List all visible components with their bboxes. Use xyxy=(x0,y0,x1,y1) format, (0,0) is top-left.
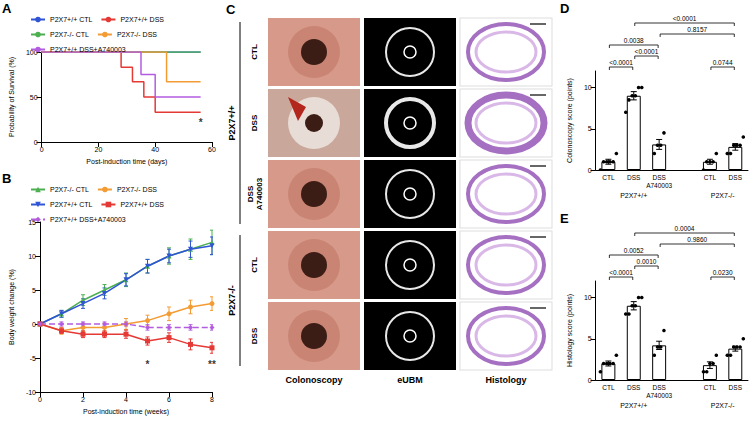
svg-text:15: 15 xyxy=(28,218,36,226)
svg-text:0: 0 xyxy=(38,396,42,403)
svg-text:0.0230: 0.0230 xyxy=(713,269,733,276)
svg-text:P2X7+/+: P2X7+/+ xyxy=(227,105,237,140)
svg-text:10: 10 xyxy=(584,294,592,301)
svg-text:P2X7+/+ CTL: P2X7+/+ CTL xyxy=(50,201,93,208)
svg-text:P2X7-/- DSS: P2X7-/- DSS xyxy=(117,186,157,193)
svg-text:P2X7-/- CTL: P2X7-/- CTL xyxy=(50,186,89,193)
svg-text:DSS: DSS xyxy=(250,327,259,344)
svg-text:10: 10 xyxy=(28,253,36,260)
svg-text:P2X7+/+: P2X7+/+ xyxy=(620,192,647,199)
svg-text:A: A xyxy=(2,1,12,16)
svg-text:*: * xyxy=(146,359,150,370)
svg-text:P2X7+/+: P2X7+/+ xyxy=(620,402,647,409)
svg-text:CTL: CTL xyxy=(250,44,259,60)
svg-text:A740003: A740003 xyxy=(646,392,672,399)
svg-text:<0.0001: <0.0001 xyxy=(673,15,697,22)
svg-text:0: 0 xyxy=(40,146,44,153)
svg-text:5: 5 xyxy=(32,287,36,294)
svg-text:10: 10 xyxy=(584,84,592,91)
svg-text:Probability of Survival (%): Probability of Survival (%) xyxy=(8,57,16,137)
svg-text:0: 0 xyxy=(588,167,592,174)
svg-text:0.8157: 0.8157 xyxy=(687,26,707,33)
svg-text:0: 0 xyxy=(32,321,36,328)
svg-text:B: B xyxy=(2,171,11,186)
svg-text:2: 2 xyxy=(81,396,85,403)
svg-text:DSS: DSS xyxy=(652,384,666,391)
svg-text:DSS: DSS xyxy=(652,174,666,181)
svg-text:0.0052: 0.0052 xyxy=(624,247,644,254)
svg-text:Post-induction time (days): Post-induction time (days) xyxy=(86,158,167,166)
svg-text:CTL: CTL xyxy=(602,384,615,391)
svg-text:5: 5 xyxy=(588,335,592,342)
svg-text:Body weight change (%): Body weight change (%) xyxy=(8,269,16,345)
svg-text:6: 6 xyxy=(167,396,171,403)
svg-text:50: 50 xyxy=(30,94,38,101)
svg-text:P2X7-/-: P2X7-/- xyxy=(711,402,735,409)
svg-text:0.0010: 0.0010 xyxy=(637,258,657,265)
svg-text:CTL: CTL xyxy=(704,174,717,181)
svg-text:P2X7+/+ DSS: P2X7+/+ DSS xyxy=(120,16,164,23)
svg-text:Colonoscopy: Colonoscopy xyxy=(285,375,342,385)
svg-text:**: ** xyxy=(208,359,216,370)
svg-text:<0.0001: <0.0001 xyxy=(609,59,633,66)
svg-text:0.9860: 0.9860 xyxy=(687,236,707,243)
svg-text:P2X7+/+ CTL: P2X7+/+ CTL xyxy=(50,16,93,23)
svg-text:<0.0001: <0.0001 xyxy=(635,48,659,55)
svg-text:P2X7+/+ DSS+A740003: P2X7+/+ DSS+A740003 xyxy=(50,46,126,53)
svg-text:DSS: DSS xyxy=(627,384,641,391)
svg-text:20: 20 xyxy=(94,146,102,153)
svg-text:0.0038: 0.0038 xyxy=(624,37,644,44)
svg-text:-5: -5 xyxy=(30,355,36,362)
svg-text:60: 60 xyxy=(208,146,216,153)
svg-text:5: 5 xyxy=(588,125,592,132)
svg-text:Histology: Histology xyxy=(485,375,526,385)
svg-text:DSSA740003: DSSA740003 xyxy=(246,177,264,210)
svg-text:eUBM: eUBM xyxy=(397,375,423,385)
svg-text:0: 0 xyxy=(34,139,38,146)
svg-text:4: 4 xyxy=(124,396,128,403)
svg-text:P2X7+/+ DSS: P2X7+/+ DSS xyxy=(120,201,164,208)
svg-text:0.0744: 0.0744 xyxy=(713,59,733,66)
svg-text:CTL: CTL xyxy=(704,384,717,391)
svg-text:P2X7+/+ DSS+A740003: P2X7+/+ DSS+A740003 xyxy=(50,216,126,223)
svg-text:P2X7-/- DSS: P2X7-/- DSS xyxy=(117,31,157,38)
svg-text:DSS: DSS xyxy=(729,174,743,181)
svg-text:0.0004: 0.0004 xyxy=(675,225,695,232)
svg-text:0: 0 xyxy=(588,377,592,384)
svg-text:8: 8 xyxy=(210,396,214,403)
svg-text:P2X7-/- CTL: P2X7-/- CTL xyxy=(50,31,89,38)
svg-text:CTL: CTL xyxy=(602,174,615,181)
svg-text:<0.0001: <0.0001 xyxy=(609,269,633,276)
svg-text:Colonoscopy score (points): Colonoscopy score (points) xyxy=(566,78,574,163)
svg-text:DSS: DSS xyxy=(729,384,743,391)
svg-text:A740003: A740003 xyxy=(646,182,672,189)
svg-text:DSS: DSS xyxy=(250,114,259,131)
svg-text:Histology score (points): Histology score (points) xyxy=(566,294,574,367)
svg-text:CTL: CTL xyxy=(250,257,259,273)
svg-text:DSS: DSS xyxy=(627,174,641,181)
svg-text:P2X7-/-: P2X7-/- xyxy=(711,192,735,199)
svg-text:40: 40 xyxy=(151,146,159,153)
svg-text:C: C xyxy=(226,2,236,17)
svg-text:P2X7-/-: P2X7-/- xyxy=(227,285,237,316)
svg-text:*: * xyxy=(199,117,203,128)
svg-text:-10: -10 xyxy=(26,389,36,396)
svg-text:D: D xyxy=(560,1,569,16)
svg-text:Post-induction time (weeks): Post-induction time (weeks) xyxy=(83,408,169,416)
svg-text:E: E xyxy=(560,211,569,226)
svg-text:100: 100 xyxy=(25,48,38,56)
